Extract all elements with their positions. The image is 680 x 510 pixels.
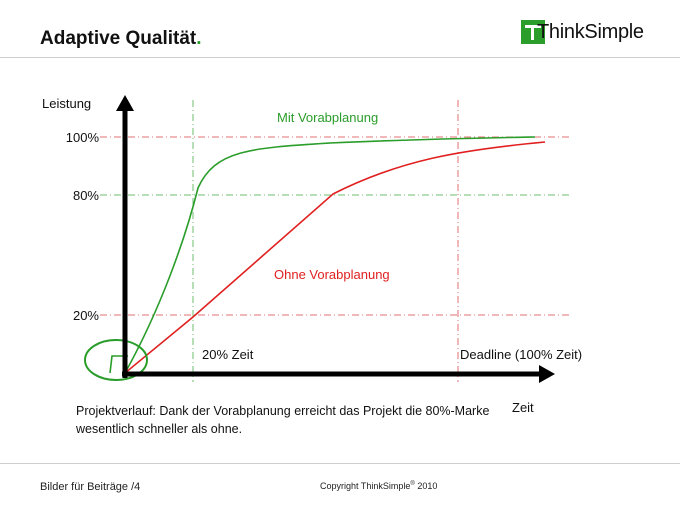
copyright-year: 2010	[417, 481, 438, 491]
footer-divider	[0, 463, 680, 464]
header-divider	[0, 57, 680, 58]
y-tick-80: 80%	[73, 188, 99, 203]
slide-title-dot: .	[196, 28, 202, 49]
caption: Projektverlauf: Dank der Vorabplanung er…	[76, 404, 490, 436]
y-axis-label: Leistung	[42, 96, 91, 111]
slide-title: Adaptive Qualität.	[40, 28, 202, 50]
y-tick-20: 20%	[73, 308, 99, 323]
copyright-prefix: Copyright ThinkSimple	[320, 481, 411, 491]
slide-title-text: Adaptive Qualität	[40, 28, 197, 49]
marker-20-percent-time: 20% Zeit	[202, 347, 254, 362]
registered-mark: ®	[410, 481, 415, 487]
footer-copyright: Copyright ThinkSimple® 2010	[320, 481, 437, 491]
x-axis-label: Zeit	[512, 400, 534, 415]
curve-ohne-vorabplanung	[124, 141, 546, 374]
y-axis-arrow-icon	[116, 95, 134, 111]
marker-deadline: Deadline (100% Zeit)	[460, 347, 582, 362]
curve-mit-vorabplanung	[124, 136, 536, 374]
start-highlight-circle	[84, 339, 148, 381]
logo-mark-icon	[521, 20, 545, 44]
logo-text: ThinkSimple	[537, 21, 644, 43]
y-tick-100: 100%	[66, 130, 100, 145]
footer-left: Bilder für Beiträge /4	[40, 481, 141, 493]
series-label-ohne: Ohne Vorabplanung	[274, 267, 390, 282]
series-label-mit: Mit Vorabplanung	[277, 110, 378, 125]
x-axis-arrow-icon	[539, 365, 555, 383]
